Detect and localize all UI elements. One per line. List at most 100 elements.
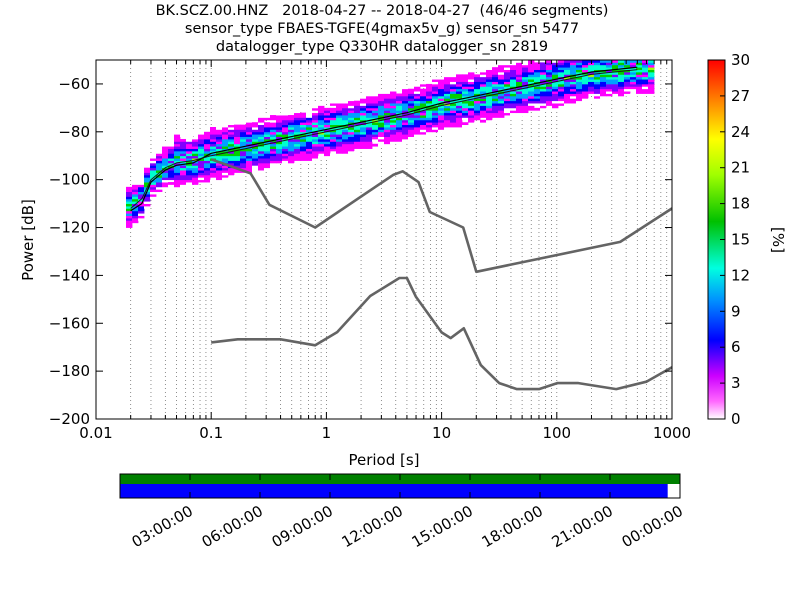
heatmap-cell xyxy=(150,167,157,171)
heatmap-cell xyxy=(150,194,157,197)
heatmap-cell xyxy=(414,86,421,90)
heatmap-cell xyxy=(468,76,475,80)
heatmap-cell xyxy=(324,138,331,142)
heatmap-cell xyxy=(468,69,475,73)
heatmap-cell xyxy=(276,134,283,137)
heatmap-cell xyxy=(312,131,319,135)
heatmap-cell xyxy=(276,167,283,171)
heatmap-cell xyxy=(486,98,493,102)
heatmap-cell xyxy=(324,127,331,130)
heatmap-cell xyxy=(234,141,241,145)
heatmap-cell xyxy=(240,148,247,152)
heatmap-cell xyxy=(300,143,307,147)
heatmap-cell xyxy=(126,194,133,197)
heatmap-cell xyxy=(342,110,349,114)
heatmap-cell xyxy=(606,69,613,73)
heatmap-cell xyxy=(228,177,235,181)
heatmap-cell xyxy=(144,170,151,173)
heatmap-cell xyxy=(552,71,559,75)
heatmap-cell xyxy=(312,112,319,116)
heatmap-cell xyxy=(456,107,463,111)
heatmap-cell xyxy=(348,136,355,140)
heatmap-cell xyxy=(192,136,199,140)
heatmap-cell xyxy=(240,136,247,140)
heatmap-cell xyxy=(348,122,355,126)
heatmap-cell xyxy=(588,86,595,90)
heatmap-cell xyxy=(138,201,145,204)
heatmap-cell xyxy=(318,134,325,137)
heatmap-cell xyxy=(354,117,361,121)
heatmap-cell xyxy=(354,129,361,133)
heatmap-cell xyxy=(438,79,445,82)
heatmap-cell xyxy=(402,88,409,92)
heatmap-cell xyxy=(288,136,295,140)
heatmap-cell xyxy=(432,76,439,80)
heatmap-cell xyxy=(306,150,313,154)
heatmap-cell xyxy=(204,127,211,130)
heatmap-cell xyxy=(222,136,229,140)
heatmap-cell xyxy=(474,100,481,104)
heatmap-cell xyxy=(384,112,391,116)
heatmap-cell xyxy=(540,98,547,102)
heatmap-cell xyxy=(516,110,523,114)
heatmap-cell xyxy=(474,115,481,118)
heatmap-cell xyxy=(222,153,229,157)
heatmap-cell xyxy=(444,119,451,123)
heatmap-cell xyxy=(324,129,331,133)
heatmap-cell xyxy=(624,81,631,85)
heatmap-cell xyxy=(630,81,637,85)
heatmap-cell xyxy=(138,182,145,185)
heatmap-cell xyxy=(576,67,583,70)
heatmap-cell xyxy=(456,103,463,106)
heatmap-cell xyxy=(642,91,649,94)
heatmap-cell xyxy=(510,91,517,94)
heatmap-cell xyxy=(186,174,193,178)
heatmap-cell xyxy=(534,76,541,80)
heatmap-cell xyxy=(390,127,397,130)
heatmap-cell xyxy=(384,127,391,130)
heatmap-cell xyxy=(456,83,463,87)
heatmap-cell xyxy=(366,110,373,114)
heatmap-cell xyxy=(648,74,655,78)
heatmap-cell xyxy=(522,64,529,68)
heatmap-cell xyxy=(156,165,163,169)
heatmap-cell xyxy=(474,91,481,94)
heatmap-cell xyxy=(444,110,451,114)
heatmap-cell xyxy=(354,150,361,154)
heatmap-cell xyxy=(432,107,439,111)
heatmap-cell xyxy=(552,62,559,66)
heatmap-cell xyxy=(486,117,493,121)
heatmap-cell xyxy=(414,131,421,135)
heatmap-cell xyxy=(336,146,343,149)
heatmap-cell xyxy=(162,182,169,185)
heatmap-cell xyxy=(606,93,613,97)
heatmap-cell xyxy=(246,119,253,123)
heatmap-cell xyxy=(222,155,229,159)
heatmap-cell xyxy=(468,86,475,90)
heatmap-cell xyxy=(444,76,451,80)
heatmap-cell xyxy=(456,91,463,94)
heatmap-cell xyxy=(432,98,439,102)
heatmap-cell xyxy=(288,141,295,145)
heatmap-cell xyxy=(126,213,133,216)
heatmap-cell xyxy=(132,186,139,190)
heatmap-cell xyxy=(180,165,187,169)
heatmap-cell xyxy=(264,131,271,135)
heatmap-cell xyxy=(576,76,583,80)
coverage-timeline: 03:00:00 06:00:00 09:00:00 12:00:00 15:00:00… xyxy=(119,473,686,551)
heatmap-cell xyxy=(558,98,565,102)
heatmap-cell xyxy=(414,93,421,97)
y-tick-label: −140 xyxy=(49,266,90,284)
heatmap-cell xyxy=(390,105,397,109)
heatmap-cell xyxy=(618,62,625,66)
heatmap-cell xyxy=(534,110,541,114)
heatmap-cell xyxy=(426,88,433,92)
heatmap-cell xyxy=(378,103,385,106)
heatmap-cell xyxy=(390,141,397,145)
title-line-1: BK.SCZ.00.HNZ 2018-04-27 -- 2018-04-27 (… xyxy=(155,3,609,19)
heatmap-cell xyxy=(372,112,379,116)
heatmap-cell xyxy=(576,79,583,82)
heatmap-cell xyxy=(336,105,343,109)
heatmap-cell xyxy=(144,182,151,185)
heatmap-cell xyxy=(630,76,637,80)
